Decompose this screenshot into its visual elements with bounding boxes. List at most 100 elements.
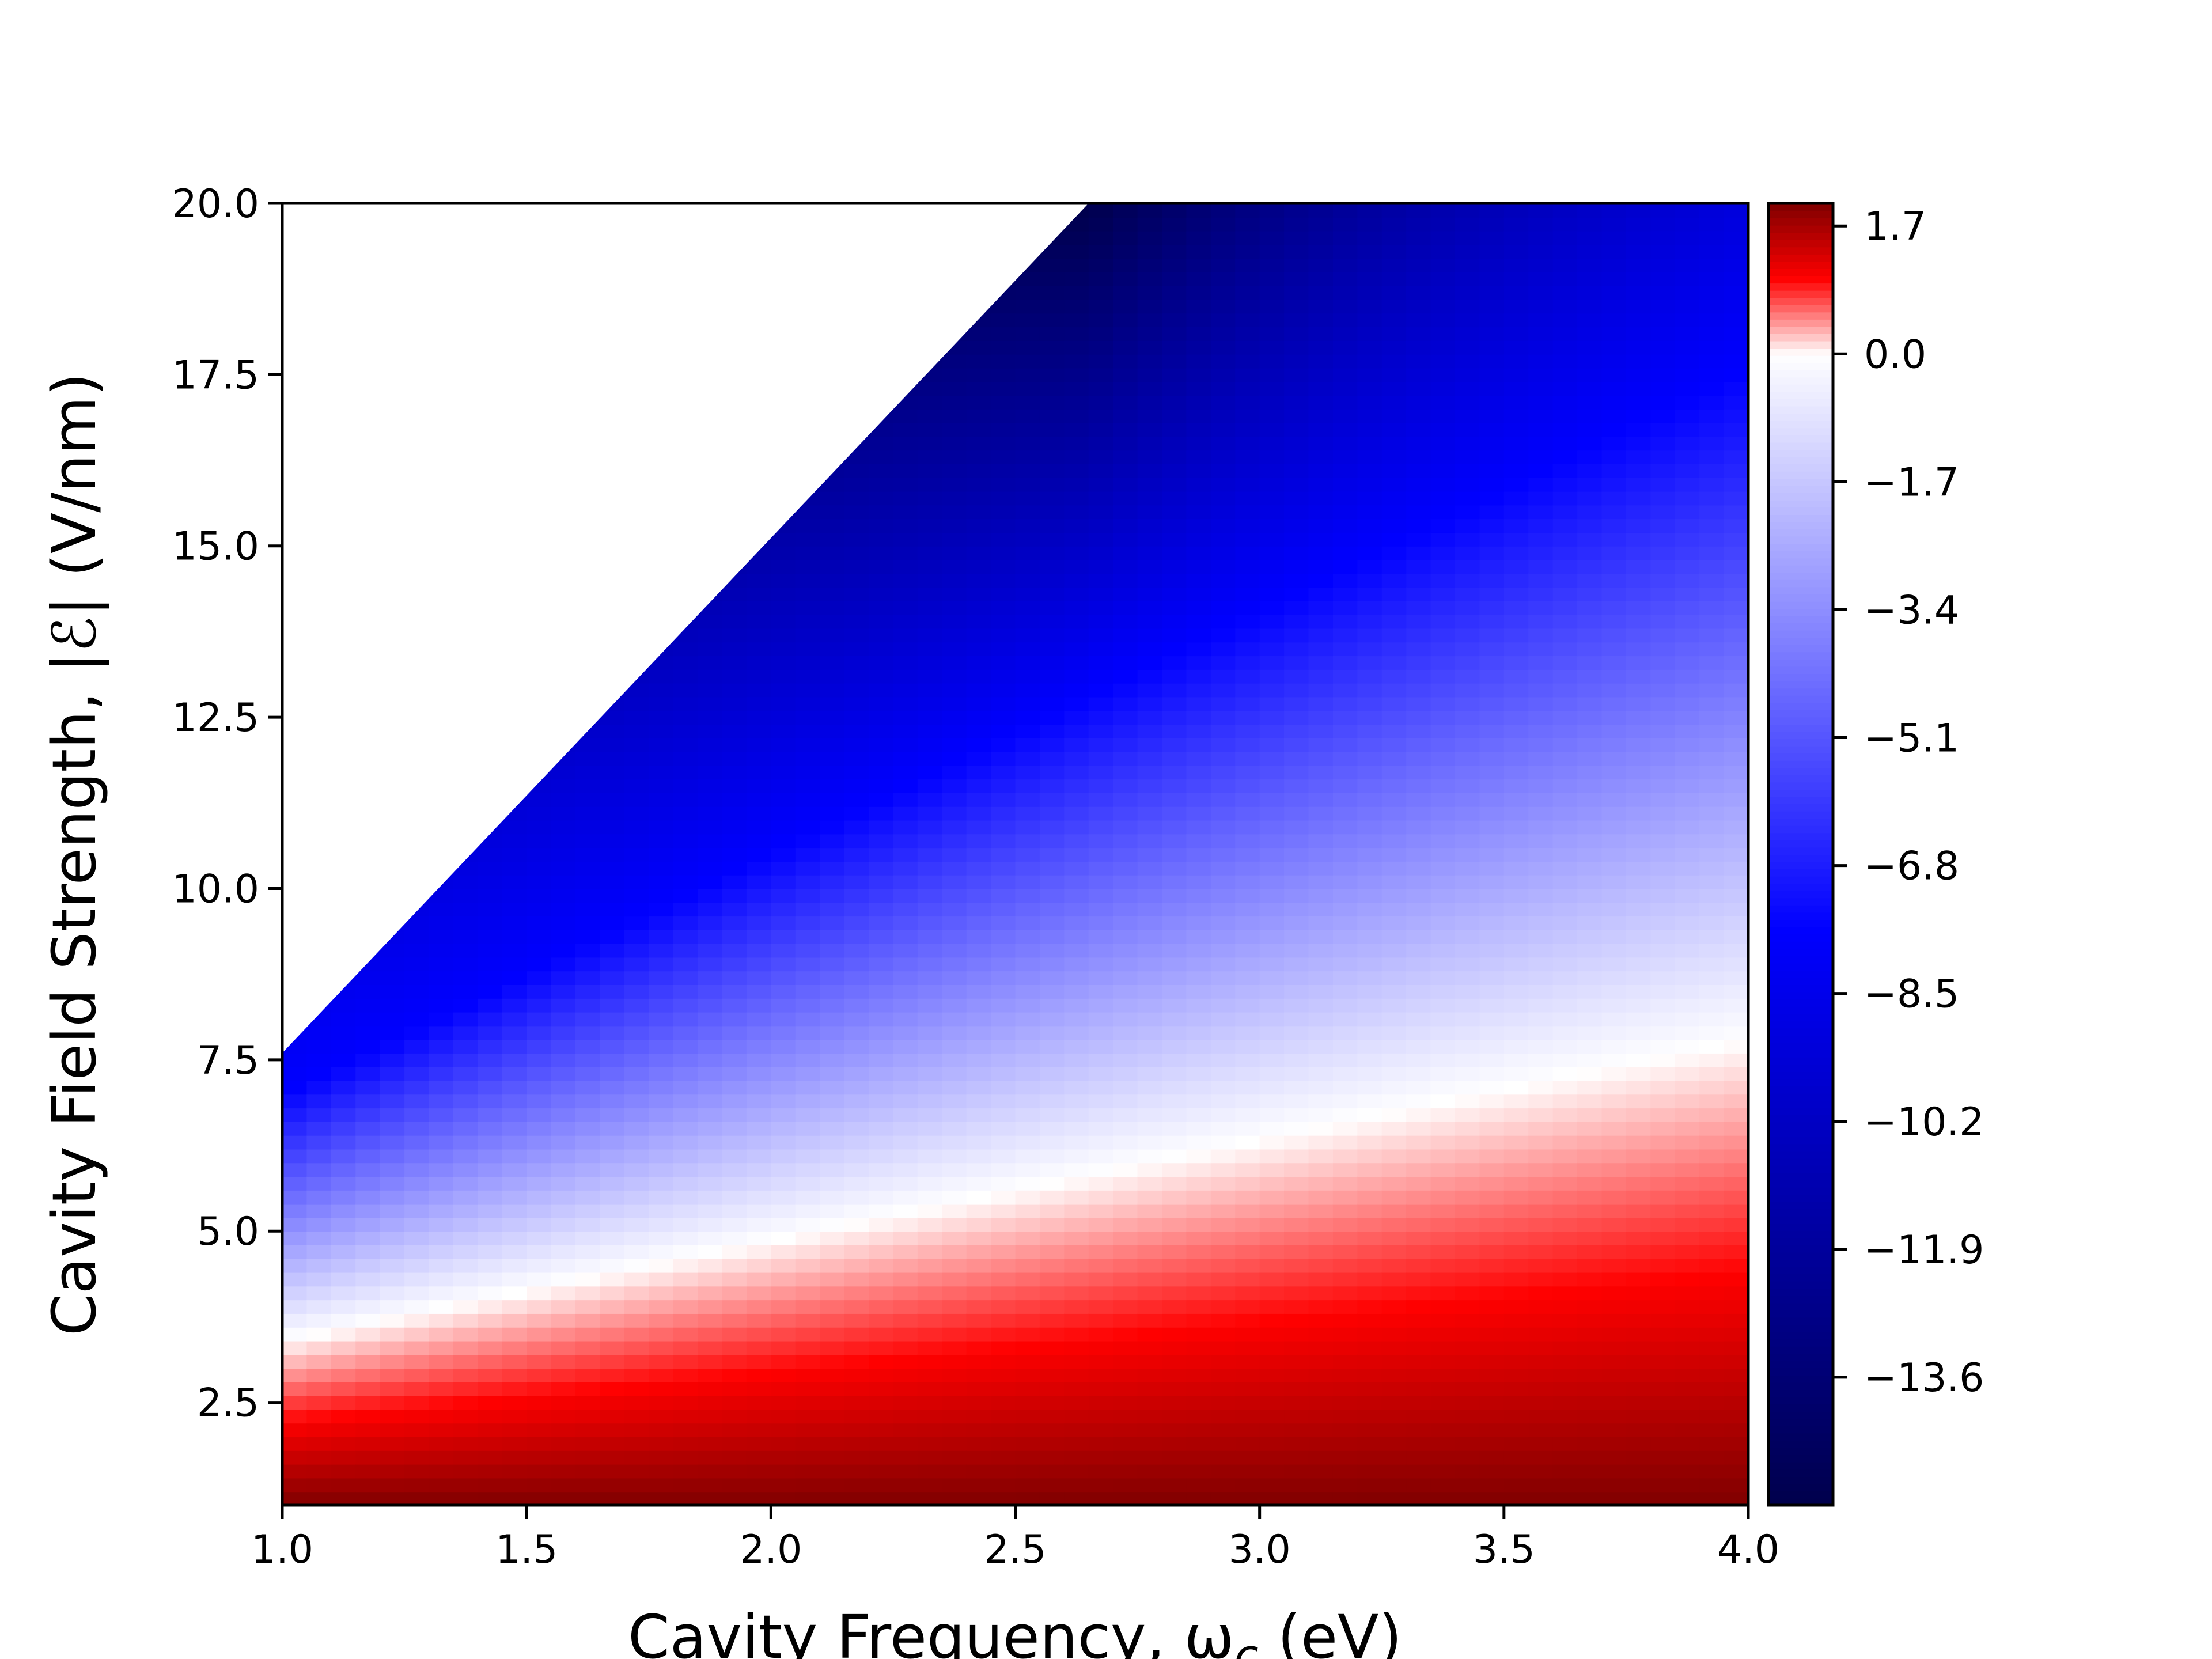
heatmap-cell <box>1430 381 1456 396</box>
heatmap-cell <box>771 1231 796 1245</box>
heatmap-cell <box>1210 751 1236 766</box>
heatmap-cell <box>698 792 723 807</box>
heatmap-cell <box>869 628 894 643</box>
heatmap-cell <box>1357 1409 1382 1424</box>
heatmap-cell <box>478 1409 503 1424</box>
heatmap-cell <box>1332 464 1358 478</box>
heatmap-cell <box>551 1423 576 1438</box>
heatmap-cell <box>1479 1368 1505 1382</box>
heatmap-cell <box>1528 1395 1554 1410</box>
heatmap-cell <box>991 450 1016 464</box>
heatmap-cell <box>1430 847 1456 862</box>
heatmap-cell <box>1455 874 1480 889</box>
heatmap-cell <box>1235 1039 1260 1054</box>
heatmap-cell <box>1503 1409 1529 1424</box>
heatmap-cell <box>1381 1368 1407 1382</box>
heatmap-cell <box>1332 971 1358 985</box>
heatmap-cell <box>771 1340 796 1355</box>
heatmap-cell <box>942 1052 967 1067</box>
heatmap-cell <box>355 1395 381 1410</box>
heatmap-cell <box>722 1450 747 1465</box>
heatmap-cell <box>453 1080 479 1095</box>
heatmap-cell <box>673 724 699 738</box>
heatmap-cell <box>1552 1409 1578 1424</box>
heatmap-cell <box>1284 984 1309 999</box>
heatmap-cell <box>746 1231 772 1245</box>
heatmap-cell <box>1308 477 1334 492</box>
heatmap-cell <box>306 1162 332 1177</box>
heatmap-cell <box>1088 1080 1114 1095</box>
heatmap-cell <box>1015 600 1040 615</box>
heatmap-cell <box>551 957 576 972</box>
heatmap-cell <box>282 1327 308 1342</box>
heatmap-cell <box>1381 244 1407 259</box>
heatmap-cell <box>306 1395 332 1410</box>
heatmap-cell <box>722 1149 747 1164</box>
heatmap-cell <box>1088 600 1114 615</box>
heatmap-cell <box>1088 1149 1114 1164</box>
heatmap-cell <box>869 1176 894 1191</box>
heatmap-cell <box>502 1395 528 1410</box>
heatmap-cell <box>869 765 894 780</box>
heatmap-cell <box>1430 600 1456 615</box>
heatmap-cell <box>966 1423 992 1438</box>
heatmap-cell <box>771 1437 796 1451</box>
heatmap-cell <box>429 1300 454 1314</box>
heatmap-cell <box>453 929 479 944</box>
heatmap-cell <box>991 1121 1016 1136</box>
heatmap-cell <box>1455 683 1480 698</box>
heatmap-cell <box>1552 834 1578 849</box>
heatmap-cell <box>1113 820 1138 835</box>
heatmap-cell <box>1381 1258 1407 1273</box>
heatmap-cell <box>1308 724 1334 738</box>
heatmap-cell <box>1332 902 1358 917</box>
heatmap-cell <box>1503 1272 1529 1287</box>
heatmap-cell <box>893 902 918 917</box>
heatmap-cell <box>404 929 430 944</box>
heatmap-cell <box>429 1437 454 1451</box>
heatmap-cell <box>1503 217 1529 232</box>
heatmap-cell <box>917 1012 943 1027</box>
heatmap-cell <box>820 1464 845 1479</box>
heatmap-cell <box>1210 874 1236 889</box>
heatmap-cell <box>893 1258 918 1273</box>
heatmap-cell <box>1186 888 1211 903</box>
heatmap-cell <box>698 1149 723 1164</box>
heatmap-cell <box>1039 532 1065 547</box>
heatmap-cell <box>844 957 869 972</box>
heatmap-cell <box>649 971 674 985</box>
heatmap-cell <box>673 1080 699 1095</box>
heatmap-cell <box>820 929 845 944</box>
heatmap-cell <box>820 1300 845 1314</box>
heatmap-cell <box>478 1395 503 1410</box>
heatmap-cell <box>1137 1217 1162 1232</box>
heatmap-cell <box>1430 1313 1456 1328</box>
heatmap-cell <box>1015 1025 1040 1040</box>
heatmap-cell <box>600 1272 625 1287</box>
heatmap-cell <box>1088 546 1114 560</box>
heatmap-cell <box>1381 779 1407 793</box>
heatmap-cell <box>1406 587 1431 601</box>
heatmap-cell <box>1064 1176 1089 1191</box>
heatmap-cell <box>991 1340 1016 1355</box>
heatmap-cell <box>1039 642 1065 657</box>
heatmap-cell <box>771 1478 796 1493</box>
heatmap-cell <box>478 1327 503 1342</box>
heatmap-cell <box>306 1327 332 1342</box>
heatmap-cell <box>1357 518 1382 533</box>
heatmap-cell <box>1528 834 1554 849</box>
heatmap-cell <box>649 710 674 725</box>
heatmap-cell <box>1357 751 1382 766</box>
heatmap-cell <box>844 1012 869 1027</box>
heatmap-cell <box>869 1025 894 1040</box>
heatmap-cell <box>1528 820 1554 835</box>
heatmap-cell <box>1162 1491 1187 1505</box>
heatmap-cell <box>1137 1300 1162 1314</box>
heatmap-cell <box>942 505 967 520</box>
heatmap-cell <box>453 1368 479 1382</box>
heatmap-cell <box>722 600 747 615</box>
heatmap-cell <box>1162 806 1187 821</box>
heatmap-cell <box>527 943 552 958</box>
heatmap-cell <box>551 1272 576 1287</box>
heatmap-cell <box>1284 656 1309 670</box>
